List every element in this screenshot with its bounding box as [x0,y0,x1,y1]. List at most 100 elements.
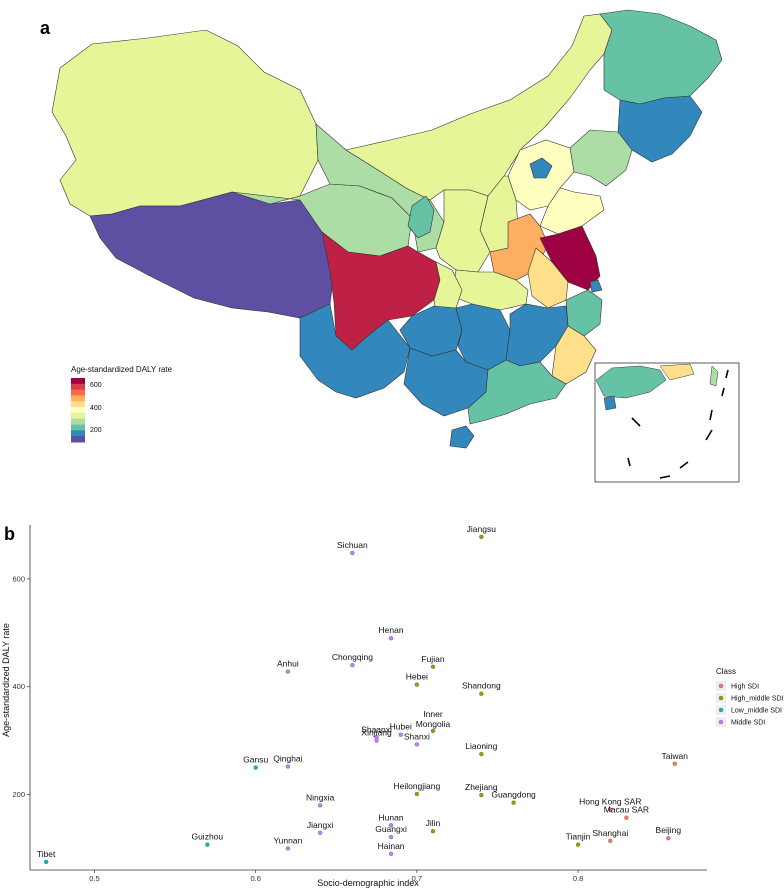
point-jilin [430,829,436,834]
region-liaoning [569,129,633,187]
axes-ticks: 0.5 0.6 0.7 0.8 200 400 600 [12,574,583,883]
point-hunan [388,823,394,828]
point-label: Taiwan [662,751,689,761]
region-beijing [529,157,553,179]
point-label: Hainan [378,841,405,851]
y-tick-label: 400 [12,682,25,691]
point-guizhou [205,842,210,847]
map-legend-colorbar [71,378,85,443]
map-legend-tick-600: 600 [90,382,102,389]
x-tick-label: 0.7 [412,874,422,883]
colorbar-segment [71,430,85,437]
point-hainan [388,851,394,856]
point-label: Hebei [406,672,428,682]
point-label: Hong Kong SAR [579,797,641,807]
region-ningxia [407,195,435,239]
y-tick-label: 600 [12,574,25,583]
point-gansu [253,765,258,770]
south-china-sea-inset [594,362,740,483]
region-yunnan [299,303,411,399]
colorbar-segment [71,418,85,426]
point-tibet [43,859,49,865]
y-axis-title: Age-standardized DALY rate [1,623,11,737]
y-tick-label: 200 [12,790,25,799]
point-label: Yunnan [273,835,302,845]
colorbar-segment [71,424,85,431]
point-anhui [285,669,291,674]
point-hubei [398,732,403,737]
panel-a-label: a [40,18,51,38]
legend-key-dot [718,683,724,689]
points-layer: Jiangsu Sichuan Henan Fujian Chongqing Anhui H… [37,524,689,865]
map-legend-tick-400: 400 [90,405,102,412]
x-tick-label: 0.5 [89,874,99,883]
region-fujian [551,325,597,385]
point-shanghai [608,838,613,844]
region-shanghai [589,279,603,293]
point-label: Ningxia [306,792,335,802]
region-guangdong [467,359,567,425]
class-legend-title: Class [716,667,736,676]
colorbar-segment [71,378,85,385]
region-hainan [449,425,475,449]
point-label: Shaanxi [361,724,392,734]
point-tianjin [575,842,581,847]
point-label: Shanxi [404,731,430,741]
point-label: Jiangsu [467,524,497,534]
point-xinjiang [374,738,379,743]
point-inner-mongolia [430,728,436,734]
point-label: Guizhou [191,832,223,842]
x-tick-label: 0.8 [573,874,583,883]
point-fujian [430,664,436,669]
point-label: Tibet [37,849,56,859]
legend-key-dot [718,695,724,701]
point-guangdong [511,800,516,805]
point-chongqing [350,663,355,668]
point-beijing [666,836,671,841]
x-tick-label: 0.6 [250,874,260,883]
x-axis-title: Socio-demographic index [317,878,419,888]
point-heilongjiang [414,791,420,797]
point-label: Shandong [462,681,501,691]
colorbar-segment [71,401,85,408]
point-label: Beijing [656,825,682,835]
point-label: Jiangxi [307,820,334,830]
point-henan [388,636,394,641]
point-label: Chongqing [332,652,373,662]
point-label: Mongolia [416,719,451,729]
point-label: Jilin [426,818,441,828]
panel-b-label: b [4,524,15,544]
china-daly-map: Age-standardized DALY rate 600 400 200 [51,9,740,483]
point-sichuan [350,550,355,556]
point-label: Guangxi [375,824,407,834]
point-liaoning [479,751,484,757]
class-legend: Class High SDI High_middle SDI Low_middle … [716,667,784,727]
point-label: Guangdong [491,790,536,800]
point-label: Hunan [379,812,404,822]
point-yunnan [285,846,291,851]
point-jiangxi [317,830,323,835]
legend-entry-label: High SDI [731,684,759,691]
legend-entry-label: Middle SDI [731,720,765,727]
legend-entry-label: Low_middle SDI [731,708,782,715]
colorbar-segment [71,383,85,391]
point-guangxi [388,834,394,840]
point-shandong [479,691,484,696]
point-label: Gansu [243,755,268,765]
point-ningxia [317,803,323,808]
point-shanxi [414,742,420,747]
point-label: Macau SAR [604,805,649,815]
point-label: Shanghai [592,828,628,838]
point-label: Sichuan [337,540,368,550]
point-label: Liaoning [465,741,497,751]
point-label: Hubei [390,722,412,732]
legend-key-dot [718,707,724,713]
point-label: Inner [423,709,443,719]
legend-key-dot [718,719,724,725]
point-label: Tianjin [566,832,591,842]
map-legend: Age-standardized DALY rate 600 400 200 [71,365,173,443]
point-hebei [414,682,420,687]
point-label: Xinjiang [361,728,392,738]
point-macau-sar [624,815,629,820]
